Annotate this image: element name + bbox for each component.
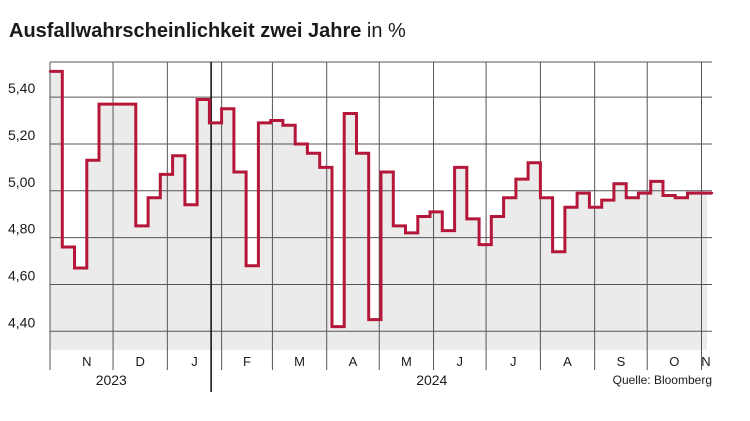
- data-point: [232, 170, 236, 174]
- month-label: A: [563, 354, 572, 369]
- source-label: Quelle: Bloomberg: [613, 373, 712, 387]
- month-label: D: [135, 354, 144, 369]
- y-tick-label: 4,60: [8, 267, 35, 283]
- data-point: [612, 182, 616, 185]
- data-point: [441, 229, 444, 232]
- data-point: [539, 196, 542, 199]
- month-label: A: [349, 354, 358, 369]
- data-point: [490, 215, 493, 218]
- year-label: 2024: [416, 372, 447, 388]
- data-point: [367, 318, 370, 321]
- data-point: [575, 191, 579, 195]
- data-point: [134, 224, 137, 228]
- month-label: F: [243, 354, 251, 369]
- data-point: [257, 121, 260, 125]
- data-point: [416, 215, 419, 218]
- month-label: J: [510, 354, 517, 369]
- data-point: [97, 102, 101, 106]
- data-point: [563, 206, 567, 209]
- data-point: [208, 121, 211, 125]
- data-point: [526, 161, 530, 164]
- month-label: J: [457, 354, 464, 369]
- data-point: [502, 196, 505, 199]
- month-label: N: [82, 354, 91, 369]
- data-point: [61, 245, 64, 249]
- chart-title-unit: in %: [366, 20, 406, 42]
- data-point: [625, 196, 628, 199]
- data-point: [146, 196, 150, 199]
- data-point: [428, 210, 432, 214]
- data-point: [294, 142, 297, 146]
- y-tick-label: 5,00: [8, 174, 35, 190]
- series-line: [50, 69, 712, 329]
- data-point: [343, 112, 346, 115]
- data-point: [551, 250, 554, 253]
- month-label: S: [617, 354, 626, 369]
- data-point: [159, 173, 162, 176]
- data-point: [122, 102, 125, 106]
- data-point: [453, 166, 456, 169]
- axis-layer: 4,40 4,60 4,80 5,00 5,20 5,40 N D J F M A M J J A S O N 202…: [8, 80, 711, 388]
- data-point: [183, 203, 187, 206]
- data-point: [269, 119, 272, 122]
- y-tick-label: 5,20: [8, 127, 35, 143]
- data-point: [110, 102, 113, 106]
- data-point: [698, 191, 701, 195]
- data-point: [379, 170, 383, 174]
- data-point: [195, 98, 199, 101]
- month-label: O: [669, 354, 679, 369]
- data-point: [355, 152, 358, 155]
- month-label: N: [701, 354, 710, 369]
- data-point: [710, 191, 714, 195]
- data-point: [600, 198, 603, 202]
- data-point: [465, 217, 468, 221]
- month-label: J: [191, 354, 198, 369]
- grid-layer: [49, 61, 712, 392]
- chart-title-main: Ausfallwahrscheinlichkeit zwei Jahre: [9, 20, 362, 42]
- data-point: [171, 154, 174, 157]
- data-point: [637, 191, 640, 195]
- y-tick-label: 4,40: [8, 314, 35, 330]
- data-point: [220, 107, 223, 111]
- month-label: M: [401, 354, 412, 369]
- data-point: [306, 152, 309, 155]
- data-point: [514, 177, 518, 181]
- data-point: [649, 180, 652, 183]
- data-point: [477, 243, 481, 246]
- data-point: [85, 159, 89, 162]
- data-point: [674, 196, 677, 199]
- year-label: 2023: [96, 372, 127, 388]
- data-point: [686, 191, 689, 195]
- data-point: [244, 264, 248, 267]
- month-label: M: [294, 354, 305, 369]
- y-tick-label: 5,40: [8, 80, 35, 96]
- data-point: [404, 231, 407, 235]
- data-point: [588, 206, 591, 209]
- y-tick-label: 4,80: [8, 221, 35, 237]
- chart-title: Ausfallwahrscheinlichkeit zwei Jahre in …: [9, 20, 406, 43]
- line-layer: [48, 69, 714, 329]
- data-point: [330, 325, 334, 328]
- data-point: [318, 166, 321, 169]
- data-point: [281, 124, 285, 127]
- data-point: [73, 266, 76, 270]
- data-point: [661, 194, 665, 197]
- data-point: [392, 224, 395, 228]
- data-point: [48, 70, 52, 73]
